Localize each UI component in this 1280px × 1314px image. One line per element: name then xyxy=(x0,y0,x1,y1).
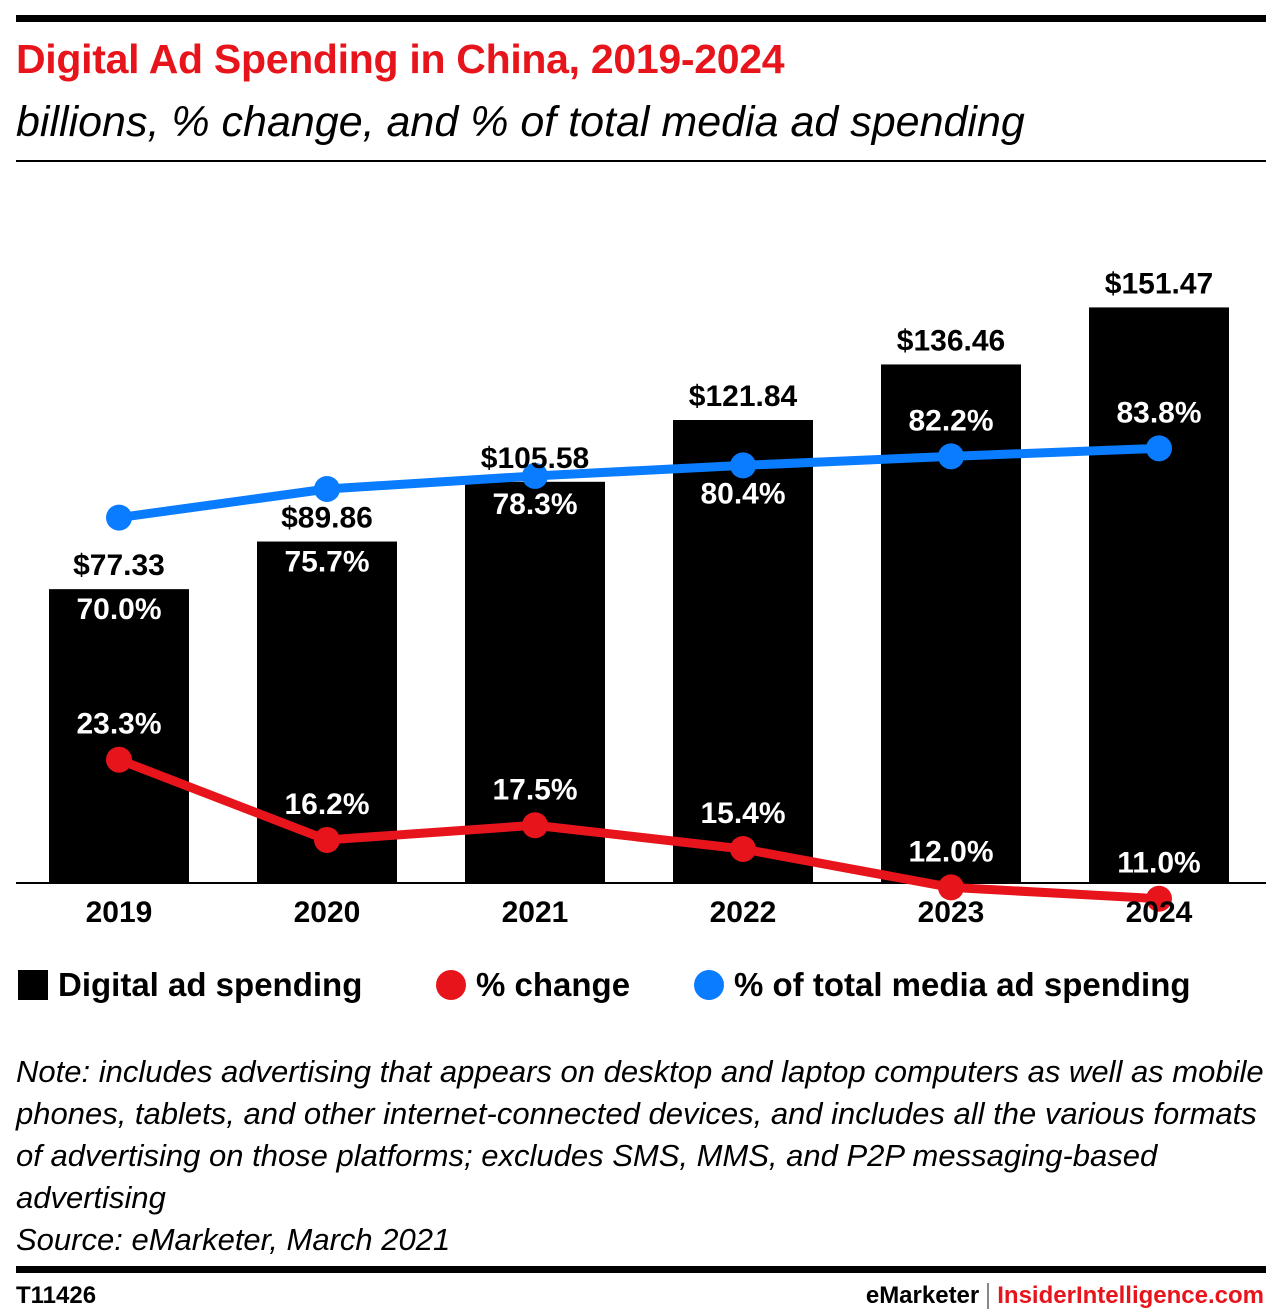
legend-item-digital-ad-spending: Digital ad spending xyxy=(18,966,362,1004)
chart-plot: $77.33 2019 $89.86 2020 $105.58 2021 $121.84 20… xyxy=(16,267,1266,929)
bar-value-label: $77.33 xyxy=(73,549,165,582)
pct-total-label: 82.2% xyxy=(908,404,993,437)
x-tick-label: 2023 xyxy=(918,896,985,929)
pct-total-point xyxy=(1146,435,1172,462)
pct-total-label: 70.0% xyxy=(76,593,161,626)
pct-total-label: 80.4% xyxy=(700,477,785,510)
bar-value-label: $136.46 xyxy=(897,324,1005,357)
pct-change-label: 12.0% xyxy=(908,835,993,868)
chart-subtitle: billions, % change, and % of total media… xyxy=(16,98,1025,146)
legend-label: Digital ad spending xyxy=(58,966,363,1003)
pct-change-label: 23.3% xyxy=(76,708,161,741)
bar-2024 xyxy=(1089,307,1229,883)
x-tick-label: 2019 xyxy=(86,896,153,929)
footer-credits: eMarketer InsiderIntelligence.com xyxy=(866,1282,1264,1310)
pct-total-line xyxy=(118,443,1160,523)
bar-value-label: $105.58 xyxy=(481,442,589,475)
pct-total-point xyxy=(314,475,340,502)
lines-layer xyxy=(106,435,1172,912)
pct-change-point xyxy=(522,812,548,839)
x-tick-label: 2022 xyxy=(710,896,777,929)
bar-2022 xyxy=(673,420,813,883)
pct-change-point xyxy=(106,746,132,773)
bar-2023 xyxy=(881,364,1021,883)
legend-swatch-dot xyxy=(694,970,724,1000)
legend-item-pct-total: % of total media ad spending xyxy=(694,966,1191,1004)
pct-change-label: 16.2% xyxy=(284,788,369,821)
chart-id: T11426 xyxy=(16,1282,97,1309)
bar-2019 xyxy=(49,589,189,883)
pct-total-point xyxy=(938,443,964,470)
bar-value-label: $89.86 xyxy=(281,502,373,535)
chart-note: Note: includes advertising that appears … xyxy=(16,1051,1266,1261)
pct-change-label: 17.5% xyxy=(492,773,577,806)
pct-total-label: 75.7% xyxy=(284,546,369,579)
site-link[interactable]: InsiderIntelligence.com xyxy=(997,1282,1264,1309)
legend-label: % of total media ad spending xyxy=(734,966,1191,1003)
subtitle-rule xyxy=(16,160,1266,162)
legend-swatch-square xyxy=(18,970,48,1000)
pct-change-line xyxy=(117,755,1160,904)
x-tick-label: 2024 xyxy=(1126,896,1193,929)
pct-total-label: 78.3% xyxy=(492,488,577,521)
pct-change-point xyxy=(730,835,756,862)
brand-name: eMarketer xyxy=(865,1282,980,1309)
pct-change-label: 11.0% xyxy=(1117,847,1200,880)
pct-change-point xyxy=(314,826,340,853)
labels-layer: $77.33 2019 $89.86 2020 $105.58 2021 $121.84 20… xyxy=(73,267,1213,929)
legend-item-pct-change: % change xyxy=(436,966,630,1004)
footer-separator xyxy=(987,1283,990,1309)
pct-total-point xyxy=(730,452,756,479)
pct-change-label: 15.4% xyxy=(700,797,785,830)
note-text: Note: includes advertising that appears … xyxy=(16,1054,1264,1215)
bar-value-label: $121.84 xyxy=(689,380,798,413)
pct-total-label: 83.8% xyxy=(1116,396,1201,429)
top-rule xyxy=(16,15,1266,22)
legend-swatch-dot xyxy=(436,970,466,1000)
bottom-rule xyxy=(16,1266,1266,1273)
chart-title: Digital Ad Spending in China, 2019-2024 xyxy=(16,36,785,82)
legend: Digital ad spending % change % of total … xyxy=(18,966,1280,1006)
x-tick-label: 2020 xyxy=(294,896,361,929)
bars-layer xyxy=(49,307,1229,883)
x-tick-label: 2021 xyxy=(502,896,569,929)
source-text: Source: eMarketer, March 2021 xyxy=(16,1222,451,1257)
legend-label: % change xyxy=(476,966,631,1003)
pct-change-point xyxy=(1146,885,1172,912)
bar-value-label: $151.47 xyxy=(1105,267,1213,300)
pct-total-point xyxy=(522,462,548,489)
pct-total-point xyxy=(106,504,132,531)
pct-change-point xyxy=(938,874,964,901)
